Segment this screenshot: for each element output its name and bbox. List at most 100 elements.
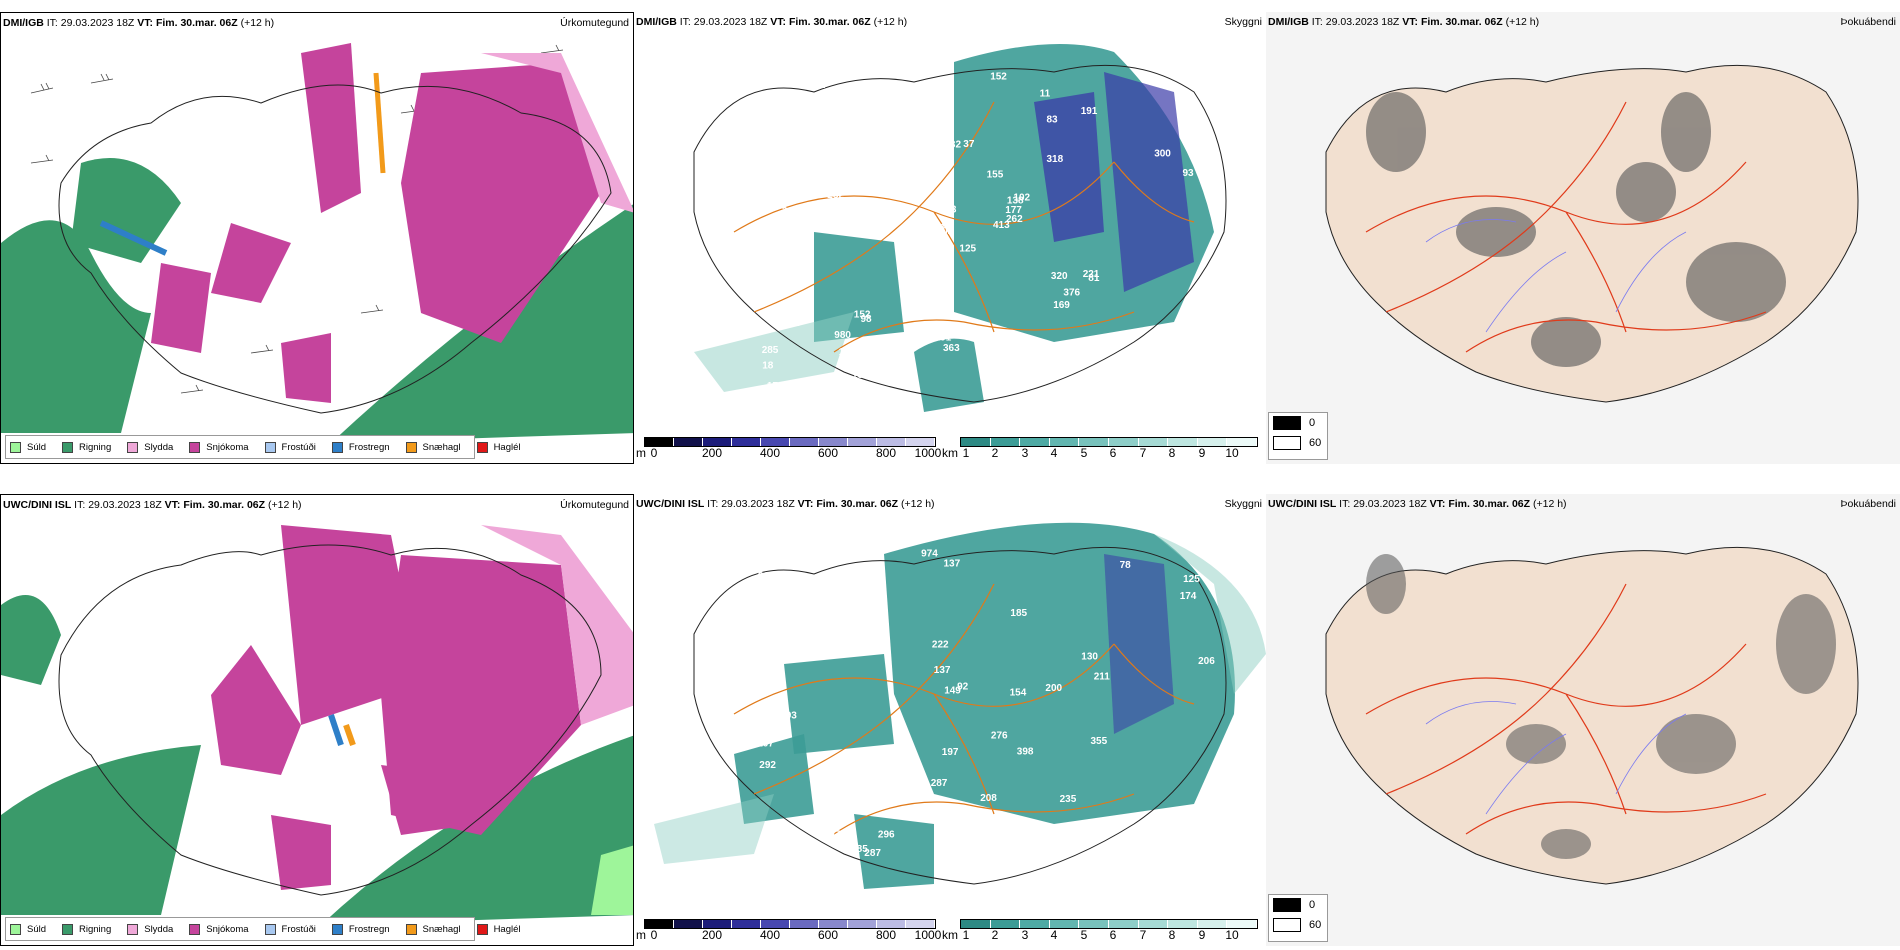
ceiling-label: 398 [1017,747,1034,758]
ceiling-label: 342 [739,610,756,621]
legend-item: Snæhagl [405,923,461,935]
ceiling-label: 32 [950,140,962,151]
ceiling-label: 299 [925,240,942,251]
ceiling-label: 149 [944,686,961,697]
ceiling-label: 274 [830,830,847,841]
ceiling-label: 95 [779,142,791,153]
ceiling-label: 191 [935,332,952,343]
ceiling-label: 310 [782,206,799,217]
cloud-ceiling-panel-2: UWC/DINI ISL IT: 29.03.2023 18Z VT: Fim.… [634,494,1266,946]
ceiling-label: 83 [1047,115,1059,126]
ceiling-label: 287 [864,848,881,859]
legend-item: Snjókoma [189,923,249,935]
cloud-base-colorbar: m 0 200 400 600 800 1000 [636,436,941,464]
legend-item: Súld [10,441,46,453]
legend-item: Frostregn [331,923,390,935]
legend-item: Frostúði [264,441,316,453]
ceiling-label: 107 [757,739,774,750]
ceiling-label: 563 [1183,125,1200,136]
ceiling-label: 143 [825,783,842,794]
ceiling-label: 78 [940,93,952,104]
ceiling-label: 102 [1013,193,1030,204]
panel-header: DMI/IGB IT: 29.03.2023 18Z VT: Fim. 30.m… [3,17,275,29]
ceiling-label: 293 [780,711,797,722]
ceiling-label: 329 [1136,374,1153,385]
ceiling-label: 185 [1010,608,1027,619]
ceiling-label: 296 [878,830,895,841]
ceiling-label: 197 [942,747,959,758]
ceiling-map: 67 137 130 125 135 197 293 185 222 78 92 355 974 342 5… [634,494,1266,914]
ceiling-label: 355 [1091,736,1108,747]
legend-item: Haglél [476,441,521,453]
ceiling-label: 212 [758,571,775,582]
ceiling-label: 318 [1047,154,1064,165]
panel-title: Úrkomutegund [560,17,629,29]
ceiling-label: 222 [932,640,949,651]
ceiling-label: 133 [879,178,896,189]
ceiling-label: 81 [1088,273,1100,284]
ceiling-label: 152 [854,309,871,320]
legend-item: Frostúði [264,923,316,935]
ceiling-label: 413 [934,223,951,234]
ceiling-label: 252 [827,190,844,201]
panel-header: UWC/DINI ISL IT: 29.03.2023 18Z VT: Fim.… [1268,498,1567,510]
cloud-base-colorbar: m 0 200 400 600 800 1000 [636,918,941,946]
legend-item: Snjókoma [189,441,249,453]
ceiling-label: 18 [762,360,774,371]
legend-item: Rigning [62,923,111,935]
panel-title: Skyggni [1224,498,1262,510]
panel-title: Úrkomutegund [560,499,629,511]
panel-title: Skyggni [1224,16,1262,28]
ceiling-label: 174 [1180,591,1197,602]
ceiling-label: 135 [739,603,756,614]
ceiling-label: 208 [980,793,997,804]
ceiling-label: 292 [759,760,776,771]
ceiling-label: 93 [1183,168,1195,179]
ceiling-label: 103 [747,196,764,207]
panel-header: UWC/DINI ISL IT: 29.03.2023 18Z VT: Fim.… [636,498,935,510]
ceiling-label: 12 [839,347,851,358]
ceiling-label: 302 [937,226,954,237]
ceiling-label: 221 [1083,269,1100,280]
ceiling-labels: 125 95 302 285 138 98 11 37 83 413 242 31 310 563 299 3… [727,72,1199,392]
precip-legend: Súld Rigning Slydda Snjókoma Frostúði Fr… [5,435,521,459]
ceiling-label: 138 [1007,196,1024,207]
panel-title: Þokuábendi [1840,16,1896,28]
legend-item: Haglél [476,923,521,935]
ceiling-label: 255 [1169,339,1186,350]
legend-item: Slydda [127,441,173,453]
ceiling-label: 363 [943,343,960,354]
ceiling-label: 376 [1063,287,1080,298]
ceiling-label: 125 [1183,574,1200,585]
ceiling-label: 262 [1006,214,1023,225]
legend-item: Rigning [62,441,111,453]
ceiling-label: 87 [938,138,950,149]
ceiling-label: 242 [809,80,826,91]
ceiling-label: 413 [993,220,1010,231]
ceiling-label: 137 [944,559,961,570]
ceiling-label: 359 [1199,842,1216,853]
ceiling-label: 176 [767,381,784,392]
fog-map [1266,494,1900,946]
ceiling-label: 211 [1094,672,1111,683]
ceiling-label: 137 [1100,865,1117,876]
ceiling-label: 285 [762,345,779,356]
ceiling-map: 125 95 302 285 138 98 11 37 83 413 242 31 310 563 299 3… [634,12,1266,432]
visibility-colorbar: km 1 2 3 4 5 6 7 8 9 10 [942,436,1262,464]
ceiling-label: 78 [1120,560,1132,571]
ceiling-label: 974 [921,549,938,560]
ceiling-label: 92 [957,682,969,693]
fog-legend: 0 60 [1268,412,1328,460]
precip-type-panel-1: DMI/IGB IT: 29.03.2023 18Z VT: Fim. 30.m… [0,12,634,464]
ceiling-label: 547 [818,616,835,627]
ceiling-label: 287 [931,778,948,789]
ceiling-label: 197 [1142,860,1159,871]
panel-header: DMI/IGB IT: 29.03.2023 18Z VT: Fim. 30.m… [636,16,908,28]
legend-item: Frostregn [331,441,390,453]
ceiling-label: 31 [1175,374,1187,385]
ceiling-label: 11 [1040,89,1051,100]
visibility-colorbar: km 1 2 3 4 5 6 7 8 9 10 [942,918,1262,946]
ceiling-label: 127 [989,825,1006,836]
panel-header: DMI/IGB IT: 29.03.2023 18Z VT: Fim. 30.m… [1268,16,1540,28]
ceiling-label: 206 [1198,656,1215,667]
